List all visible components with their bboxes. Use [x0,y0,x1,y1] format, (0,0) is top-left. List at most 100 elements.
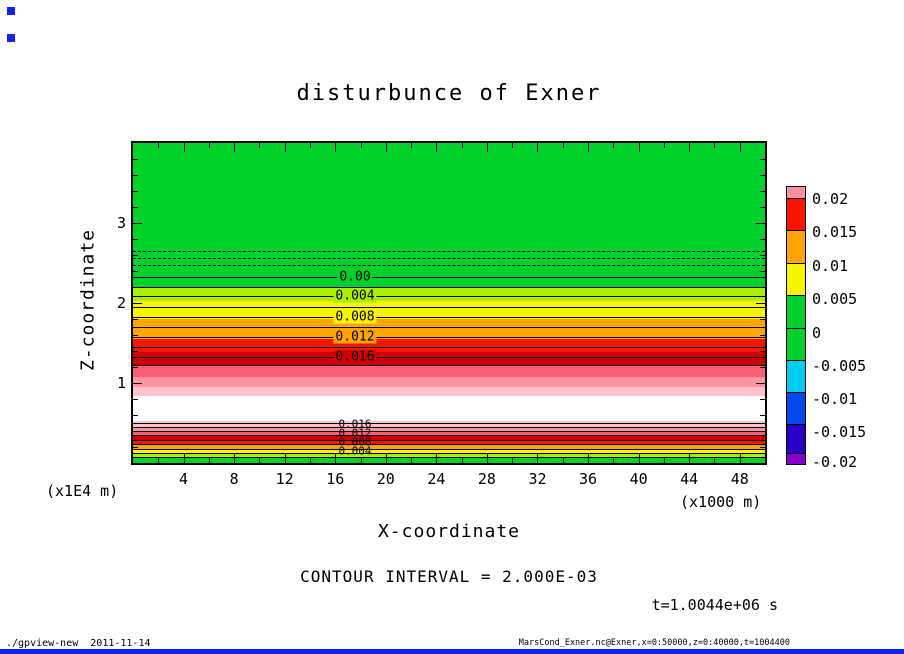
x-tick [411,143,413,148]
x-tick-label: 28 [477,470,496,488]
y-tick [760,191,765,192]
x-tick [689,143,691,152]
x-tick [158,143,160,148]
y-tick [133,175,138,176]
y-tick [133,351,138,352]
contour-line [133,327,765,328]
colorbar-segment [786,198,806,231]
contour-label: 0.00 [337,269,373,285]
y-tick [760,239,765,240]
colorbar-tick-label: -0.015 [812,423,867,441]
colorbar-segment [786,263,806,296]
y-tick [133,271,138,272]
x-tick [486,454,488,463]
contour-line [133,296,765,297]
x-tick [259,143,261,148]
y-tick [133,239,138,240]
y-tick-label: 2 [116,294,126,312]
x-tick [663,458,665,463]
x-tick [208,143,210,148]
colorbar-segment [786,230,806,264]
contour-line [133,427,765,428]
x-tick [183,143,185,152]
colorbar-tick-label: 0.015 [812,223,858,241]
contour-band [133,352,765,365]
chart-title: disturbunce of Exner [296,81,602,106]
x-tick [385,143,387,152]
x-tick [486,143,488,152]
colorbar-segment [786,392,806,425]
x-tick [208,458,210,463]
x-tick [512,143,514,148]
y-tick [760,207,765,208]
contour-band [133,444,765,449]
contour-line [133,365,765,366]
x-tick-label: 40 [629,470,648,488]
contour-interval-label: CONTOUR INTERVAL = 2.000E-03 [300,567,598,586]
x-tick-label: 44 [680,470,699,488]
x-tick [335,143,337,152]
x-tick-label: 36 [579,470,598,488]
colorbar-tick-label: 0.02 [812,190,849,208]
x-tick-label: 12 [275,470,294,488]
contour-band [133,377,765,387]
y-tick [133,255,138,256]
contour-line [133,431,765,432]
contour-line [133,435,765,436]
contour-label: 0.004 [333,288,377,304]
x-tick-label: 4 [179,470,189,488]
colorbar [786,186,806,465]
x-tick [714,143,716,148]
x-tick [436,143,438,152]
footer-data-source: MarsCond_Exner.nc@Exner,x=0:50000,z=0:40… [518,638,790,648]
x-tick [234,143,236,152]
x-tick-label: 16 [326,470,345,488]
x-axis-unit: (x1000 m) [680,493,762,511]
y-tick [133,191,138,192]
contour-line-dashed [133,265,765,266]
y-tick [760,447,765,448]
contour-line [133,444,765,445]
x-tick [461,458,463,463]
y-tick [133,335,138,336]
contour-line [133,357,765,358]
colorbar-tick-label: 0 [812,324,822,342]
contour-line [133,337,765,338]
x-tick [284,454,286,463]
y-tick-label: 3 [116,214,126,232]
contour-band [133,449,765,453]
y-tick [760,175,765,176]
x-tick [309,458,311,463]
contour-band [133,457,765,463]
y-tick [133,207,138,208]
contour-line [133,287,765,288]
contour-label: 0.004 [338,444,372,458]
y-tick [756,383,765,384]
contour-band [133,453,765,457]
y-tick [133,287,138,288]
contour-band [133,287,765,301]
y-tick [133,159,138,160]
x-axis-title: X-coordinate [377,521,521,542]
y-tick [760,159,765,160]
y-tick [760,351,765,352]
y-tick [760,335,765,336]
contour-line-dashed [133,258,765,259]
contour-band [133,365,765,377]
y-tick-label: 1 [116,374,126,392]
x-tick [739,143,741,152]
contour-label: 0.016 [338,417,372,431]
contour-band [133,431,765,435]
x-tick [512,458,514,463]
contour-line [133,440,765,441]
y-tick [760,415,765,416]
colorbar-segment [786,424,806,454]
x-tick [411,458,413,463]
colorbar-tick-label: -0.005 [812,357,867,375]
y-tick [760,431,765,432]
contour-band [133,427,765,431]
colorbar-segment [786,295,806,329]
x-tick-label: 48 [730,470,749,488]
y-tick [133,447,138,448]
x-tick [588,143,590,152]
